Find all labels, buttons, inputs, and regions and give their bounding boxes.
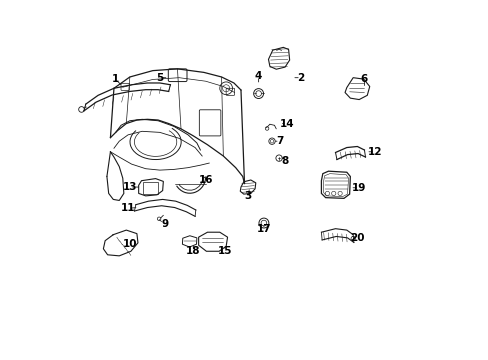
Text: 3: 3 [244,191,251,201]
Text: 19: 19 [351,183,366,193]
Text: 16: 16 [199,175,213,185]
Text: 8: 8 [281,156,288,166]
Text: 4: 4 [254,71,262,81]
Text: 18: 18 [186,246,200,256]
Text: 13: 13 [122,182,137,192]
Text: 20: 20 [349,233,364,243]
Text: 15: 15 [217,246,232,256]
Text: 14: 14 [279,118,294,129]
Text: 9: 9 [161,219,168,229]
Text: 6: 6 [360,75,367,85]
Text: 17: 17 [256,224,271,234]
Text: 1: 1 [112,75,119,85]
Text: 12: 12 [367,147,382,157]
Text: 7: 7 [276,136,283,146]
Text: 11: 11 [121,203,135,213]
Text: 10: 10 [122,239,137,248]
Text: 5: 5 [156,73,163,83]
Text: 2: 2 [297,73,304,83]
